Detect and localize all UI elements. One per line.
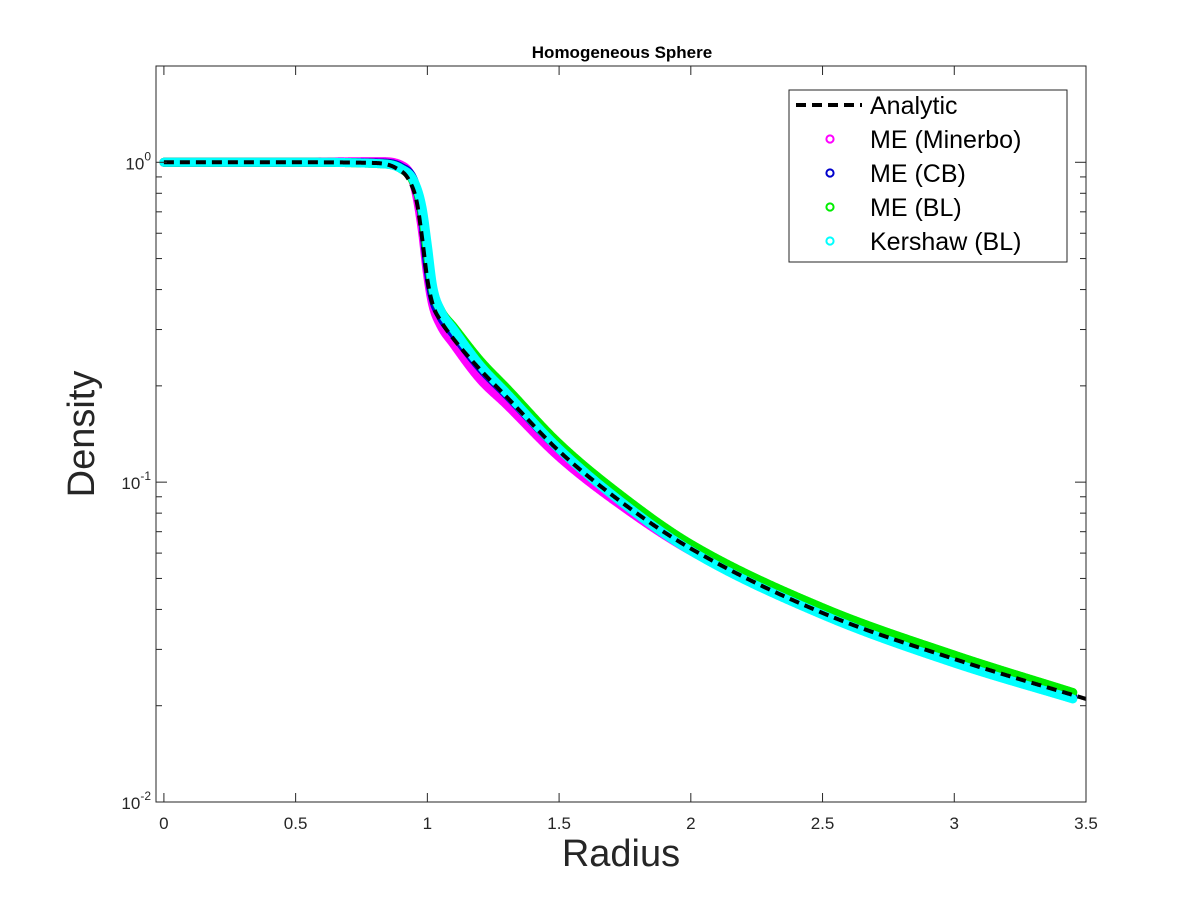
legend-label-me-bl: ME (BL) — [870, 194, 962, 222]
legend-label-analytic: Analytic — [870, 92, 958, 120]
legend-items: Analytic ME (Minerbo) ME (CB) ME (BL) Kersha… — [796, 92, 1021, 256]
legend-marker-me-bl — [825, 202, 835, 212]
legend-marker-kershaw-bl — [825, 236, 835, 246]
y-tick-label: 10-2 — [121, 789, 151, 813]
x-tick-label: 0.5 — [284, 814, 308, 833]
x-tick-label: 3 — [950, 814, 959, 833]
x-tick-label: 2 — [686, 814, 695, 833]
series-analytic — [163, 160, 1087, 701]
plot-area: 0 0.5 1 1.5 2 2.5 3 3.5 10-2 10-1 100 — [121, 65, 1098, 833]
chart-title: Homogeneous Sphere — [532, 43, 712, 62]
legend-marker-me-minerbo — [825, 134, 835, 144]
x-tick-label: 0 — [159, 814, 168, 833]
x-tick-label: 2.5 — [811, 814, 835, 833]
y-tick-label: 10-1 — [121, 469, 151, 493]
x-tick-label: 1 — [423, 814, 432, 833]
legend-marker-me-cb — [825, 168, 835, 178]
y-tick-label: 100 — [125, 149, 151, 173]
legend-box — [788, 89, 1068, 263]
series-layer — [159, 157, 1087, 704]
ticks-layer: 0 0.5 1 1.5 2 2.5 3 3.5 10-2 10-1 100 — [121, 65, 1098, 833]
legend: Analytic ME (Minerbo) ME (CB) ME (BL) Kersha… — [788, 89, 1068, 263]
plot-frame — [155, 65, 1087, 803]
legend-label-me-cb: ME (CB) — [870, 160, 966, 188]
x-tick-label: 3.5 — [1074, 814, 1098, 833]
legend-label-me-minerbo: ME (Minerbo) — [870, 126, 1021, 154]
legend-label-kershaw-bl: Kershaw (BL) — [870, 228, 1021, 256]
x-axis-title: Radius — [562, 833, 680, 875]
y-axis-title: Density — [61, 371, 103, 498]
x-tick-label: 1.5 — [547, 814, 571, 833]
